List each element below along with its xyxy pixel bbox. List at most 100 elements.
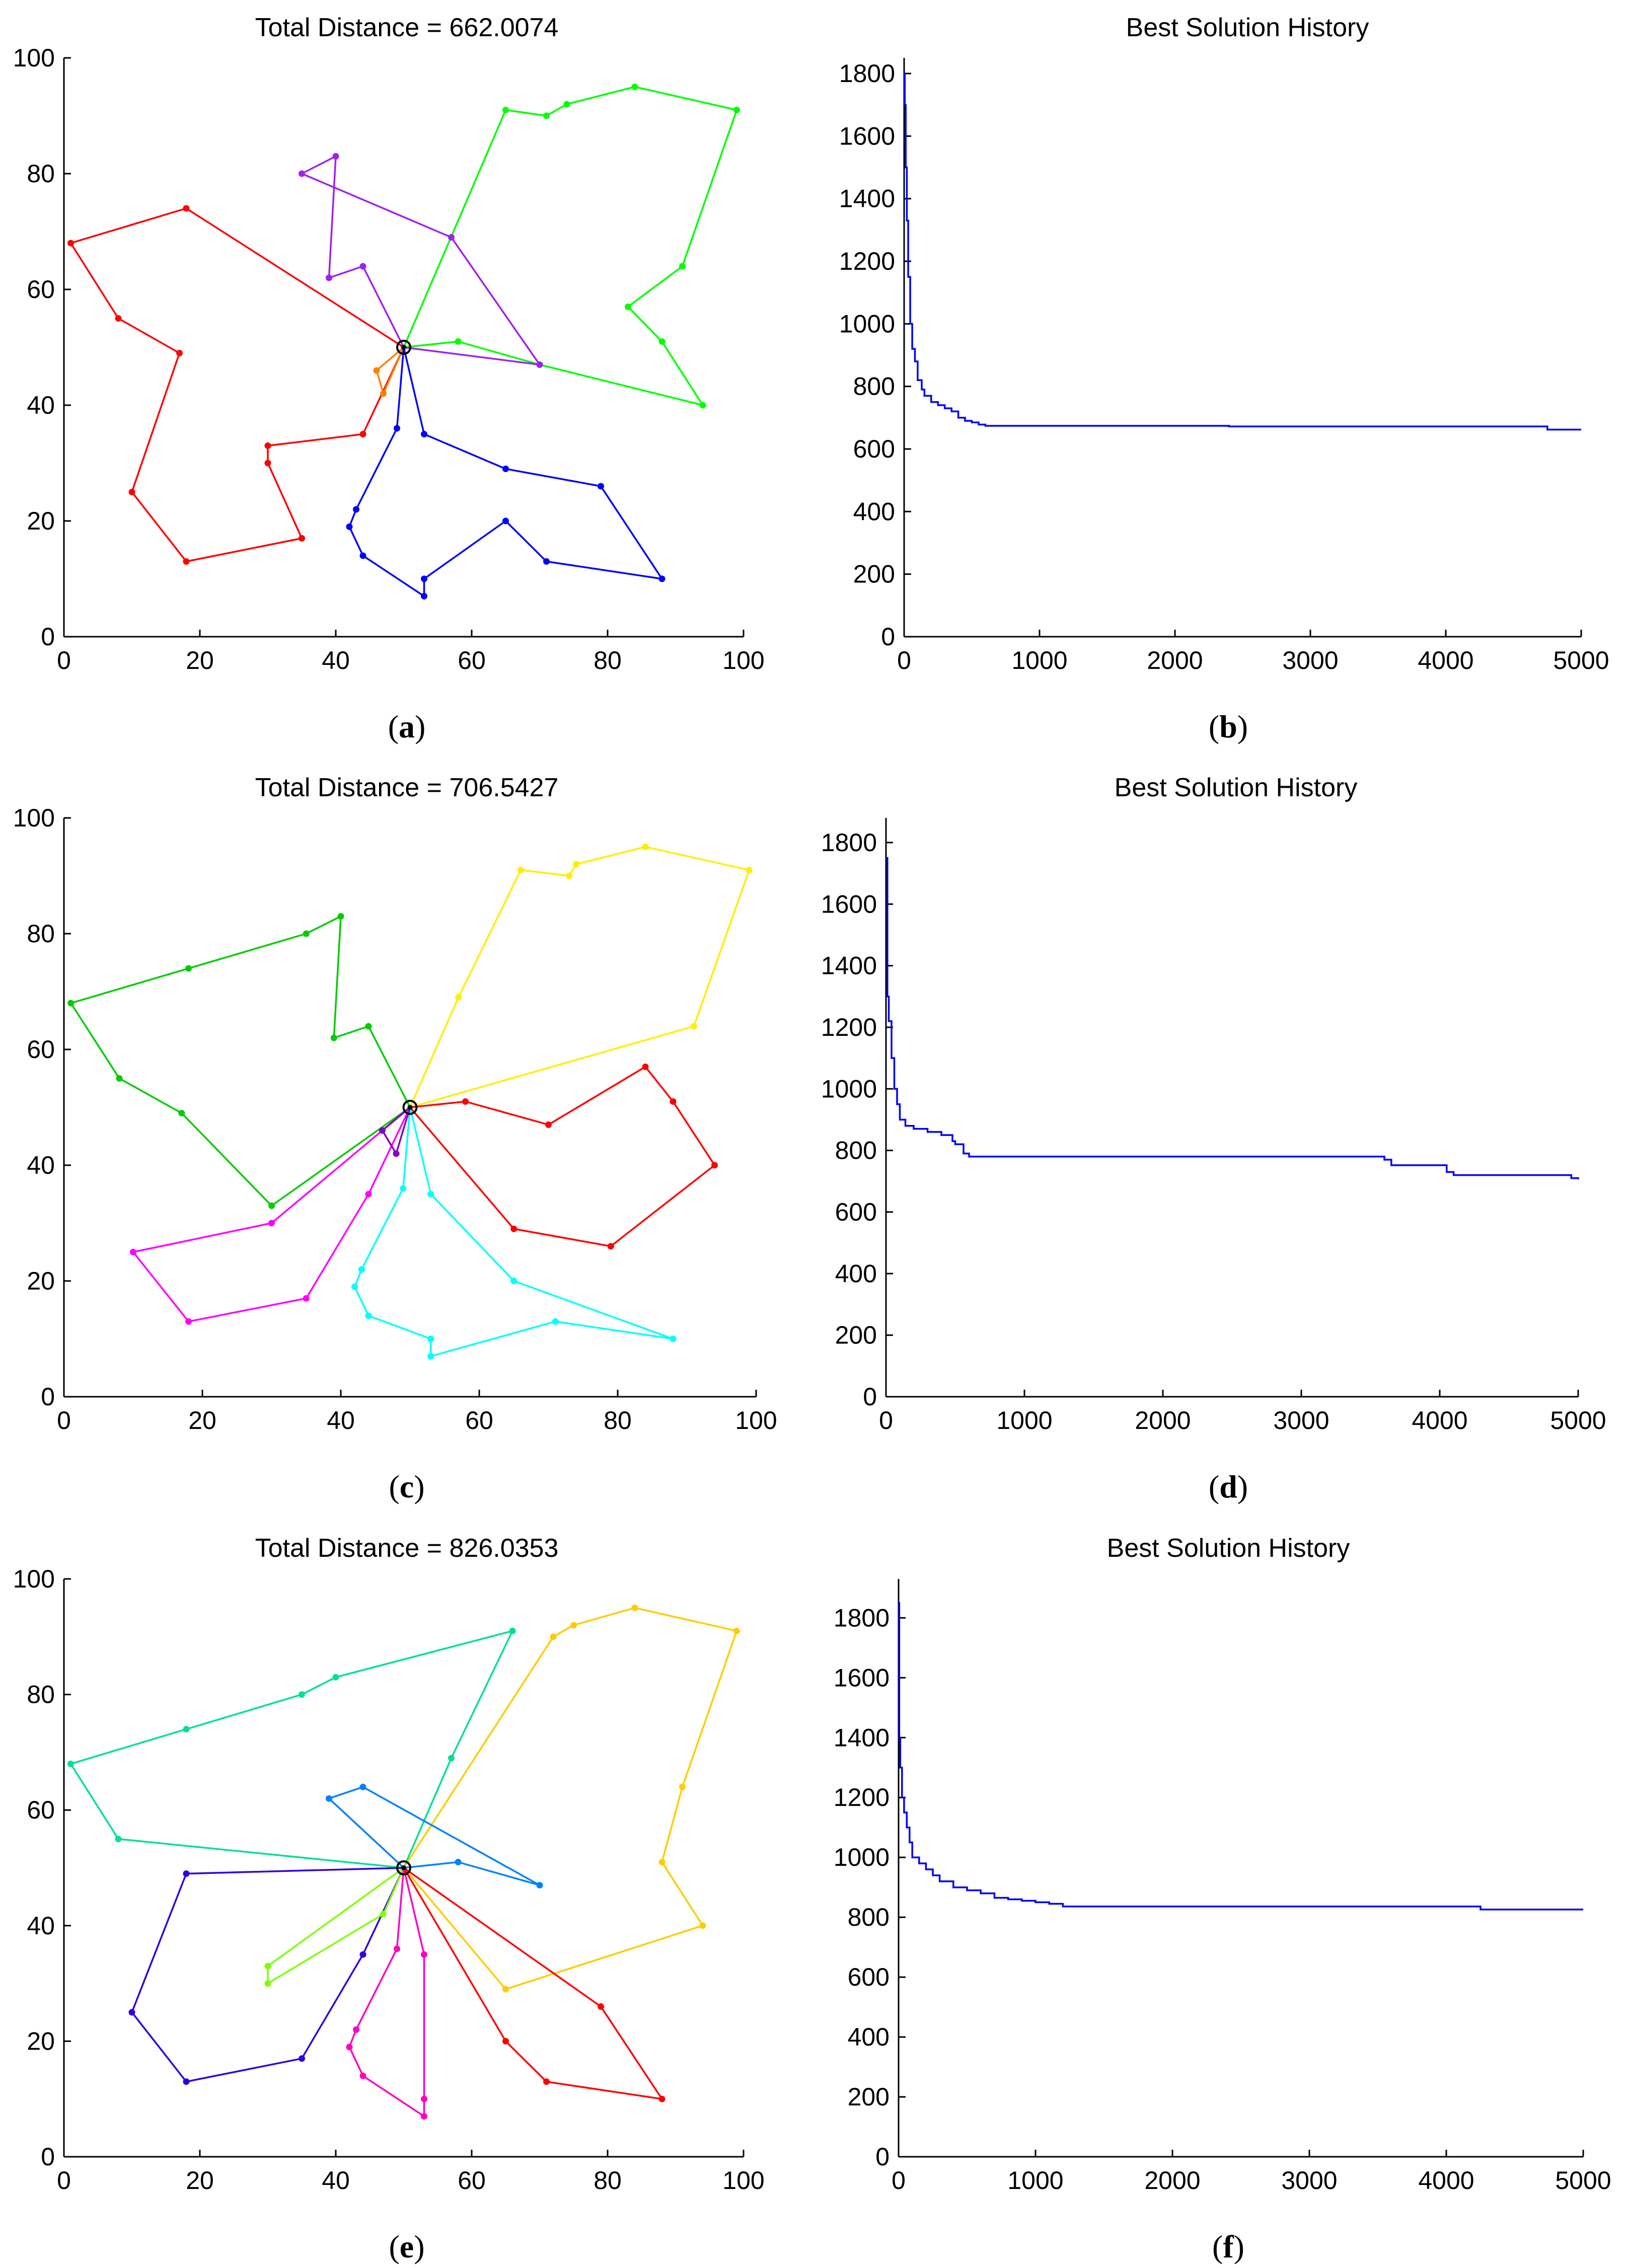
- panel-f-history-plot: Best Solution History 0 1000 2000 3000 4000 5…: [834, 1534, 1611, 2264]
- y-tick-label: 600: [853, 435, 895, 463]
- customer-point: [733, 107, 740, 113]
- panel-d-caption: (d): [1209, 1469, 1248, 1504]
- y-tick-label: 1800: [839, 59, 895, 88]
- x-tick-label: 100: [735, 1406, 777, 1434]
- x-tick-label: 2000: [1147, 646, 1203, 674]
- y-tick-label: 1000: [821, 1075, 877, 1103]
- customer-point: [299, 170, 305, 177]
- customer-point: [550, 1633, 557, 1640]
- customer-point: [351, 1283, 358, 1290]
- y-tick-label: 400: [835, 1259, 877, 1288]
- x-tick-label: 5000: [1555, 2166, 1611, 2195]
- customer-point: [502, 517, 509, 524]
- y-tick-label: 0: [41, 2143, 55, 2171]
- depot-center: [401, 1865, 406, 1870]
- customer-point: [130, 1249, 136, 1255]
- x-tick-label: 40: [322, 646, 350, 674]
- customer-point: [642, 1064, 649, 1070]
- x-tick-label: 1000: [1007, 2166, 1063, 2195]
- customer-point: [448, 234, 455, 241]
- panel-e-plot-area: 0 20 40 60 80 100 0 20 40 60 80 100: [13, 1565, 765, 2195]
- customer-point: [379, 1127, 386, 1134]
- customer-point: [365, 1191, 372, 1197]
- panel-b-letter: b: [1219, 709, 1237, 744]
- y-tick-label: 1200: [821, 1013, 877, 1041]
- depot-marker: [396, 1860, 411, 1875]
- depot-center: [401, 345, 406, 350]
- customer-point: [176, 350, 183, 356]
- x-tick-label: 2000: [1144, 2166, 1200, 2195]
- customer-point: [543, 112, 550, 119]
- customer-point: [642, 844, 649, 850]
- route-6-line: [381, 1106, 411, 1155]
- y-tick-label: 0: [41, 1383, 55, 1411]
- panel-f-letter: f: [1223, 2229, 1234, 2264]
- customer-point: [183, 2078, 190, 2085]
- x-tick-label: 1000: [996, 1406, 1052, 1434]
- customer-point: [299, 2055, 305, 2062]
- customer-point: [326, 274, 332, 281]
- customer-point: [502, 1986, 509, 1993]
- y-tick-label: 1600: [839, 122, 895, 150]
- customer-point: [353, 2026, 359, 2033]
- customer-point: [462, 1098, 469, 1105]
- x-tick-label: 3000: [1281, 2166, 1337, 2195]
- y-tick-label: 0: [875, 2143, 890, 2171]
- customer-point: [658, 575, 666, 582]
- y-tick-label: 1200: [834, 1783, 890, 1811]
- route-2-line: [403, 1607, 738, 1990]
- y-tick-label: 80: [27, 160, 55, 188]
- y-tick-label: 20: [27, 1267, 55, 1295]
- customer-point: [670, 1098, 677, 1105]
- customer-point: [598, 483, 604, 490]
- customer-point: [733, 1627, 740, 1634]
- customer-point: [658, 2095, 666, 2102]
- customer-point: [394, 425, 400, 432]
- customer-point: [543, 2078, 550, 2085]
- best-solution-line: [898, 1602, 1583, 1911]
- route-2-line: [376, 346, 405, 395]
- customer-point: [421, 1951, 427, 1958]
- customer-point: [264, 1962, 271, 1970]
- x-tick-label: 60: [465, 1406, 493, 1434]
- customer-point: [421, 593, 427, 599]
- y-tick-label: 0: [881, 623, 895, 651]
- y-tick-label: 60: [27, 1796, 55, 1824]
- customer-point: [346, 523, 353, 530]
- y-tick-label: 20: [27, 507, 55, 535]
- customer-point: [359, 1951, 366, 1958]
- customer-point: [128, 489, 135, 495]
- panel-e-letter: e: [400, 2229, 414, 2264]
- panel-a-title: Total Distance = 662.0074: [255, 13, 559, 42]
- customer-point: [536, 1881, 543, 1888]
- customer-point: [543, 558, 550, 565]
- panel-f-title: Best Solution History: [1107, 1534, 1350, 1563]
- y-tick-label: 1600: [834, 1664, 890, 1692]
- customer-point: [373, 367, 380, 374]
- y-tick-label: 1400: [821, 952, 877, 980]
- customer-point: [353, 506, 359, 513]
- y-tick-label: 1400: [834, 1723, 890, 1752]
- y-tick-label: 1800: [821, 828, 877, 857]
- customer-point: [183, 1725, 190, 1732]
- x-tick-label: 80: [604, 1406, 632, 1434]
- customer-point: [358, 1266, 365, 1273]
- x-tick-label: 20: [188, 1406, 216, 1434]
- panel-d-title: Best Solution History: [1115, 773, 1358, 802]
- x-tick-label: 1000: [1011, 646, 1067, 674]
- y-tick-label: 1600: [821, 890, 877, 918]
- customer-point: [690, 1023, 697, 1030]
- customer-point: [178, 1110, 185, 1116]
- y-tick-label: 800: [853, 372, 895, 401]
- customer-point: [264, 442, 271, 449]
- customer-point: [563, 101, 570, 108]
- x-tick-label: 20: [186, 2166, 214, 2195]
- customer-point: [303, 930, 310, 937]
- x-tick-label: 100: [722, 646, 764, 674]
- x-tick-label: 4000: [1412, 1406, 1467, 1434]
- panel-d-plot-area: 0 1000 2000 3000 4000 5000 0 200 400 600 800 1000 12…: [821, 818, 1606, 1434]
- customer-point: [427, 1191, 434, 1197]
- customer-point: [115, 1836, 122, 1843]
- customer-point: [299, 1691, 305, 1698]
